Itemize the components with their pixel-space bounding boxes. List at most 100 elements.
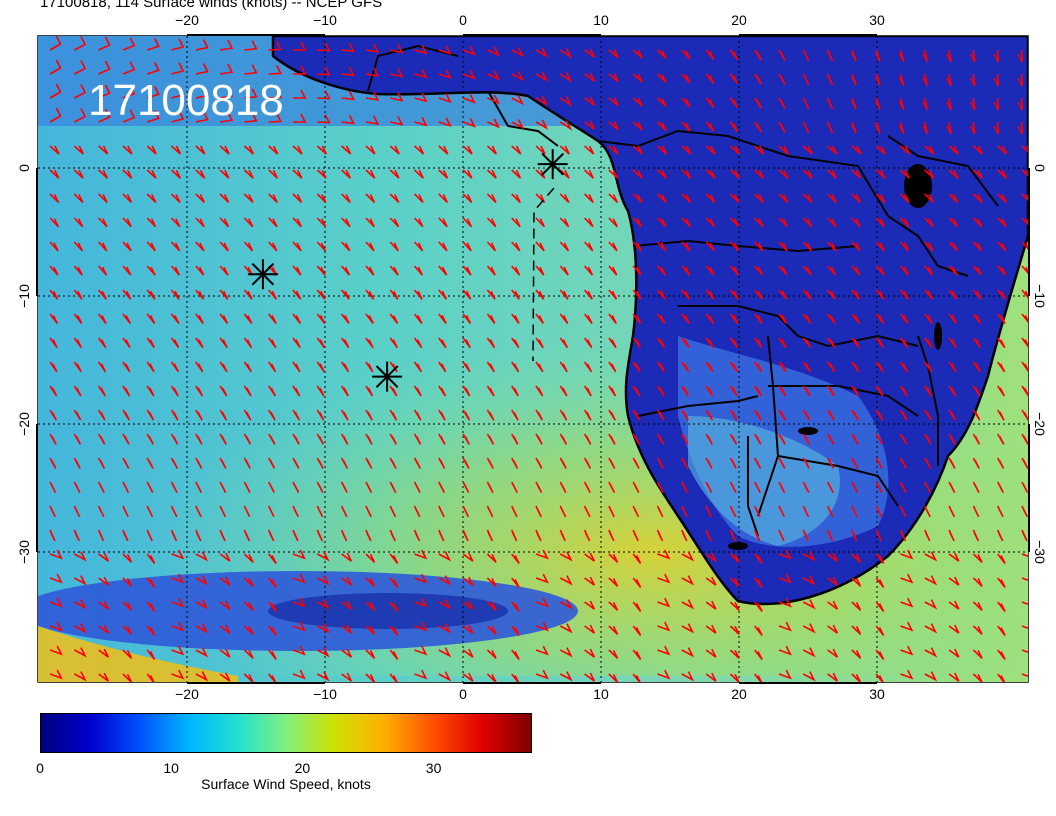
wind-barb bbox=[438, 145, 449, 155]
wind-barb bbox=[705, 481, 713, 494]
wind-barb bbox=[316, 337, 326, 349]
wind-barb bbox=[122, 337, 131, 349]
wind-barb bbox=[73, 361, 82, 373]
wind-barb bbox=[122, 457, 130, 469]
wind-barb bbox=[340, 529, 348, 542]
wind-barb bbox=[851, 553, 862, 563]
storm-marker bbox=[247, 259, 278, 290]
wind-barb bbox=[972, 145, 984, 155]
wind-barb bbox=[98, 241, 108, 252]
wind-barb bbox=[438, 671, 452, 682]
wind-barb bbox=[219, 385, 228, 397]
wind-barb bbox=[632, 121, 643, 131]
wind-barb bbox=[875, 649, 885, 660]
wind-barb bbox=[219, 552, 231, 562]
wind-barb bbox=[219, 313, 229, 324]
wind-barb bbox=[195, 241, 205, 252]
wind-barb bbox=[511, 265, 521, 276]
wind-barb bbox=[98, 576, 110, 586]
wind-barb bbox=[98, 217, 108, 228]
wind-barb bbox=[632, 73, 643, 83]
wind-barb bbox=[632, 289, 642, 300]
wind-barb bbox=[49, 361, 58, 373]
wind-barb bbox=[49, 36, 62, 51]
wind-barb bbox=[583, 409, 592, 421]
wind-barb bbox=[583, 289, 593, 300]
wind-barb bbox=[511, 169, 522, 179]
wind-barb bbox=[511, 625, 520, 636]
wind-barb bbox=[875, 145, 886, 155]
wind-barb bbox=[535, 385, 544, 397]
wind-barb bbox=[875, 433, 883, 445]
wind-barb bbox=[73, 313, 83, 324]
wind-barb bbox=[146, 505, 154, 518]
wind-barb bbox=[195, 385, 204, 397]
wind-barb bbox=[146, 433, 154, 445]
wind-barb bbox=[438, 529, 445, 542]
wind-barb bbox=[316, 385, 325, 397]
wind-barb bbox=[656, 145, 668, 155]
wind-barb bbox=[413, 385, 422, 397]
wind-map: 17100818 bbox=[38, 36, 1028, 682]
wind-barb bbox=[535, 505, 542, 518]
wind-barb bbox=[559, 48, 573, 59]
wind-barb bbox=[293, 65, 307, 75]
wind-barb bbox=[486, 289, 496, 300]
wind-barb bbox=[243, 241, 254, 252]
wind-barb bbox=[243, 145, 255, 155]
wind-barb bbox=[826, 361, 836, 373]
wind-barb bbox=[267, 457, 276, 469]
wind-barb bbox=[705, 121, 715, 132]
wind-barb bbox=[608, 649, 619, 659]
wind-barb bbox=[341, 600, 353, 610]
wind-barb bbox=[827, 600, 839, 610]
wind-barb bbox=[122, 385, 131, 397]
wind-barb bbox=[802, 647, 816, 658]
wind-barb bbox=[195, 193, 206, 204]
wind-barb bbox=[583, 481, 591, 494]
wind-barb bbox=[413, 529, 421, 542]
wind-barb bbox=[875, 97, 881, 110]
wind-barb bbox=[948, 313, 958, 324]
wind-barb bbox=[535, 621, 549, 632]
wind-barb bbox=[244, 112, 258, 123]
wind-barb bbox=[535, 47, 549, 59]
wind-barb bbox=[851, 673, 862, 682]
wind-barb bbox=[49, 289, 59, 300]
wind-barb bbox=[511, 145, 522, 155]
wind-barb bbox=[340, 265, 351, 276]
wind-barb bbox=[972, 625, 983, 635]
wind-barb bbox=[584, 193, 594, 204]
wind-barb bbox=[681, 313, 690, 324]
wind-barb bbox=[632, 49, 643, 59]
wind-barb bbox=[826, 481, 834, 494]
wind-barb bbox=[705, 337, 714, 349]
wind-barb bbox=[656, 337, 666, 349]
wind-barb bbox=[219, 409, 228, 421]
wind-barb bbox=[292, 529, 299, 542]
wind-barb bbox=[316, 409, 325, 421]
wind-barb bbox=[969, 121, 976, 135]
wind-barb bbox=[583, 505, 591, 518]
wind-barb bbox=[170, 169, 181, 179]
wind-barb bbox=[413, 193, 424, 204]
wind-barb bbox=[754, 649, 763, 660]
wind-barb bbox=[341, 42, 355, 53]
wind-barb bbox=[802, 217, 813, 228]
wind-barb bbox=[535, 433, 543, 445]
wind-barb bbox=[414, 68, 428, 79]
wind-barb bbox=[632, 97, 643, 107]
wind-barb bbox=[146, 361, 155, 373]
wind-barb bbox=[826, 313, 836, 324]
wind-barb bbox=[656, 481, 664, 494]
wind-barb bbox=[754, 169, 765, 179]
wind-barb bbox=[972, 217, 983, 228]
wind-barb bbox=[122, 361, 131, 373]
wind-barb bbox=[389, 361, 398, 373]
wind-barb bbox=[511, 217, 521, 228]
wind-barb bbox=[170, 313, 180, 324]
wind-barb bbox=[49, 385, 58, 397]
wind-barb bbox=[705, 73, 715, 84]
wind-barb bbox=[632, 217, 643, 228]
wind-barb bbox=[414, 669, 428, 680]
